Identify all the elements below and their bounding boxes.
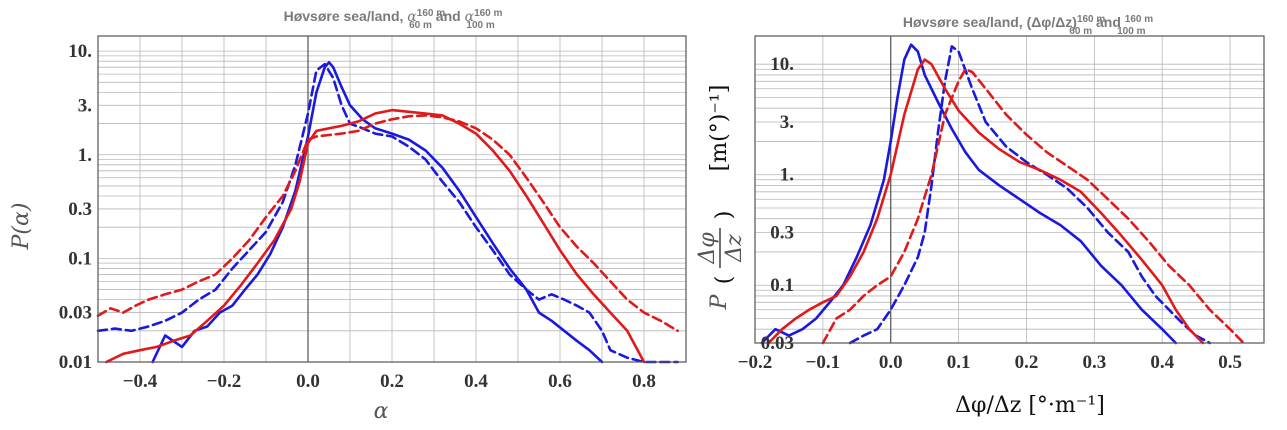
x-tick-label: −0.4: [123, 371, 158, 392]
y-tick-label: 3.: [78, 95, 92, 116]
y-tick-label: 0.01: [59, 352, 92, 373]
y-tick-labels: 0.03 0.1 0.3 1. 3. 10.: [761, 54, 794, 354]
x-tick-label: 0.0: [879, 352, 903, 373]
y-tick-label: 10.: [68, 41, 92, 62]
y-tick-label: 1.: [780, 165, 794, 186]
x-tick-label: 0.4: [1150, 352, 1174, 373]
y-tick-label: 0.3: [68, 199, 92, 220]
plot-frame: [754, 35, 1265, 344]
series-line-2: [105, 108, 646, 364]
y-tick-label: 0.3: [770, 222, 794, 243]
y-tick-label: 10.: [770, 54, 794, 75]
y-tick-label: 0.03: [59, 303, 92, 324]
chart-veer-distribution: Høvsøre sea/land, (Δφ/Δz)160 m 60 m and 1…: [695, 14, 1265, 418]
grid: [97, 36, 687, 363]
x-tick-label: 0.0: [296, 371, 320, 392]
series-line-1: [96, 62, 679, 364]
series-line-3: [96, 114, 679, 333]
y-tick-label: 3.: [780, 112, 794, 133]
x-tick-label: 0.4: [464, 371, 488, 392]
y-tick-label: 1.: [78, 145, 92, 166]
y-tick-label: 0.1: [770, 275, 794, 296]
y-label-open-paren: (: [712, 276, 737, 285]
y-label-denominator: Δz: [722, 234, 747, 263]
plot-series: [760, 43, 1245, 345]
x-tick-label: 0.5: [1218, 352, 1242, 373]
y-tick-label: 0.1: [68, 248, 92, 269]
x-tick-label: 0.2: [380, 371, 404, 392]
chart-title: Høvsøre sea/land, (Δφ/Δz)160 m 60 m and 1…: [903, 14, 1153, 37]
y-axis-label: P(α): [9, 203, 34, 251]
x-axis-label: α: [374, 399, 389, 424]
plot-frame: [97, 35, 687, 363]
series-line-3: [821, 68, 1245, 345]
series-line-2: [767, 58, 1205, 345]
y-tick-label: 0.03: [761, 333, 794, 354]
x-tick-label: −0.2: [207, 371, 242, 392]
x-tick-label: 0.6: [548, 371, 572, 392]
series-line-1: [848, 45, 1211, 345]
x-tick-label: −0.1: [806, 352, 841, 373]
x-tick-label: 0.8: [632, 371, 656, 392]
x-tick-label: 0.2: [1015, 352, 1039, 373]
x-tick-labels: −0.2 −0.1 0.0 0.1 0.2 0.3 0.4 0.5: [738, 352, 1242, 373]
series-line-0: [151, 60, 604, 364]
x-tick-label: −0.2: [738, 352, 773, 373]
x-tick-label: 0.3: [1082, 352, 1106, 373]
y-tick-labels: 0.01 0.03 0.1 0.3 1. 3. 10.: [59, 41, 92, 373]
y-label-unit: [m(°)⁻¹]: [707, 85, 732, 172]
y-axis-label: P ( Δφ Δz ) [m(°)⁻¹]: [695, 85, 747, 311]
y-label-close-paren: ): [712, 211, 737, 220]
x-axis-label: Δφ/Δz [°·m⁻¹]: [955, 393, 1105, 418]
y-label-p: P: [707, 293, 732, 310]
series-line-0: [760, 43, 1178, 345]
y-label-numerator: Δφ: [695, 232, 720, 265]
plot-series: [96, 60, 679, 364]
x-tick-labels: −0.4 −0.2 0.0 0.2 0.4 0.6 0.8: [123, 371, 656, 392]
x-tick-label: 0.1: [947, 352, 971, 373]
